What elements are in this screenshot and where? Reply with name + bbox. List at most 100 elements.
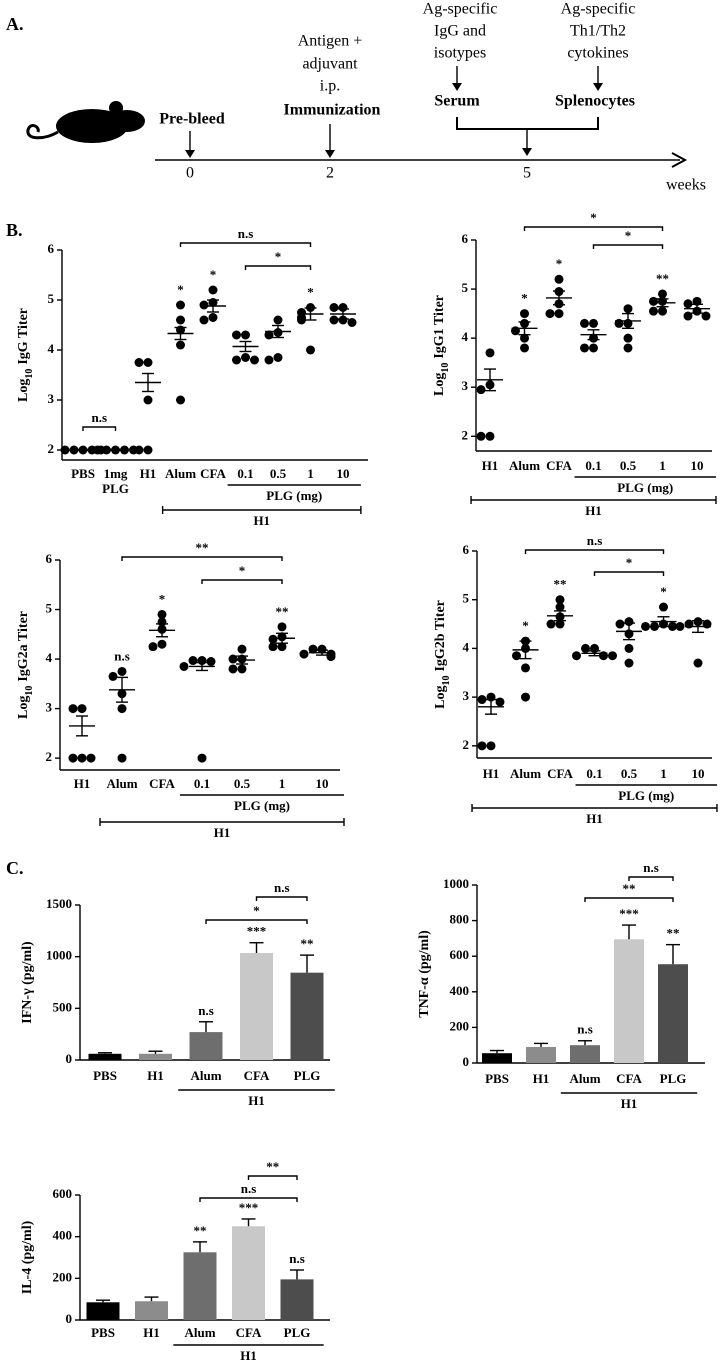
x-tick-label: PBS xyxy=(71,466,95,481)
significance-label: n.s xyxy=(198,1003,214,1018)
data-point xyxy=(495,697,505,707)
data-point xyxy=(521,663,530,673)
data-point xyxy=(545,309,555,319)
bar xyxy=(135,1301,168,1320)
y-axis-label-part: 10 xyxy=(24,369,35,379)
comparison-bracket xyxy=(524,549,665,554)
comparison-bracket xyxy=(199,1197,298,1202)
x-tick-label: 1mg PLG xyxy=(102,466,129,496)
y-tick-label: 4 xyxy=(462,329,469,344)
data-point xyxy=(273,353,283,362)
significance-label: ** xyxy=(554,577,567,592)
data-point xyxy=(237,664,247,674)
y-axis-label: IFN-γ (pg/ml) xyxy=(20,941,35,1024)
y-axis-label: Log10 IgG1 Titer xyxy=(432,295,451,396)
y-tick-label: 5 xyxy=(463,591,470,606)
data-point xyxy=(317,644,327,654)
comparison-label: ** xyxy=(196,540,209,555)
y-tick-label: 6 xyxy=(46,551,53,566)
y-tick-label: 3 xyxy=(48,391,55,406)
bar xyxy=(88,1053,122,1060)
bar xyxy=(139,1053,172,1060)
events: Pre-bleed Antigen + adjuvant i.p. Immuni… xyxy=(159,1,635,158)
x-tick-label: PLG xyxy=(284,1325,311,1340)
bar xyxy=(614,939,644,1063)
group-label: H1 xyxy=(248,1093,265,1108)
significance-label: * xyxy=(210,267,217,282)
timeline-tick: 5 xyxy=(523,165,531,182)
y-tick-label: 2 xyxy=(48,441,55,456)
data-point xyxy=(228,654,238,664)
data-point xyxy=(624,643,634,653)
data-point xyxy=(197,753,207,763)
data-point xyxy=(693,658,703,668)
comparison-bracket xyxy=(584,897,674,902)
comparison-bracket xyxy=(255,896,308,901)
x-tick-label: Alum xyxy=(190,1068,221,1083)
data-point xyxy=(93,445,102,455)
data-point xyxy=(264,330,274,340)
y-axis-label: IL-4 (pg/ml) xyxy=(20,1220,35,1294)
data-point xyxy=(623,333,633,343)
data-point xyxy=(250,355,259,365)
y-axis-label-part: 10 xyxy=(24,686,35,696)
data-point xyxy=(188,656,198,666)
bar xyxy=(189,1032,223,1060)
data-point xyxy=(176,315,185,325)
x-tick-label: PBS xyxy=(485,1071,509,1086)
data-point xyxy=(658,289,667,299)
group-label: PLG (mg) xyxy=(266,488,322,503)
data-point xyxy=(546,619,556,629)
data-point xyxy=(306,345,315,355)
data-point xyxy=(117,704,127,714)
bar xyxy=(482,1053,512,1063)
timeline-tick: 0 xyxy=(186,165,194,182)
y-tick-label: 0 xyxy=(463,1054,470,1069)
y-axis-label-part: IgG1 Titer xyxy=(432,295,447,359)
data-point xyxy=(623,304,633,314)
significance-label: ** xyxy=(667,926,680,941)
data-point xyxy=(485,431,495,441)
data-point xyxy=(554,309,564,319)
x-tick-label: PLG xyxy=(294,1068,321,1083)
x-tick-label: Alum xyxy=(106,776,137,791)
data-point xyxy=(199,300,209,310)
data-point xyxy=(520,343,529,353)
data-point xyxy=(117,666,127,676)
bar xyxy=(86,1302,120,1320)
y-tick-label: 2 xyxy=(462,427,469,442)
x-tick-label: Alum xyxy=(569,1071,600,1086)
y-tick-label: 5 xyxy=(48,291,55,306)
x-tick-label: CFA xyxy=(236,1325,262,1340)
comparison-bracket xyxy=(179,242,312,247)
comparison-label: * xyxy=(625,228,632,243)
x-tick-label: CFA xyxy=(546,458,572,473)
data-point xyxy=(176,395,185,405)
x-tick-label: 10 xyxy=(337,466,350,481)
data-point xyxy=(641,621,650,631)
timeline: 0 2 5 weeks xyxy=(155,152,706,194)
x-tick-label: 0.1 xyxy=(237,466,253,481)
y-tick-label: 200 xyxy=(450,1018,470,1033)
data-point xyxy=(347,318,357,327)
timeline-tick: 2 xyxy=(326,165,334,182)
comparison-label: * xyxy=(590,210,597,225)
data-point xyxy=(60,445,70,455)
comparison-label: * xyxy=(275,249,282,264)
data-point xyxy=(68,704,78,714)
data-point xyxy=(299,649,309,659)
y-tick-label: 1000 xyxy=(46,948,72,963)
data-point xyxy=(228,664,238,674)
data-point xyxy=(157,639,167,649)
data-point xyxy=(108,671,118,681)
bar xyxy=(526,1046,556,1063)
y-tick-label: 5 xyxy=(462,280,469,295)
comparison-bracket xyxy=(628,876,674,881)
x-tick-label: 10 xyxy=(316,776,329,791)
comparison-bracket xyxy=(523,226,664,231)
data-point xyxy=(277,622,287,632)
data-point xyxy=(555,619,565,629)
y-tick-label: 600 xyxy=(450,947,470,962)
panel-label: B. xyxy=(6,220,23,240)
significance-label: * xyxy=(521,291,528,306)
